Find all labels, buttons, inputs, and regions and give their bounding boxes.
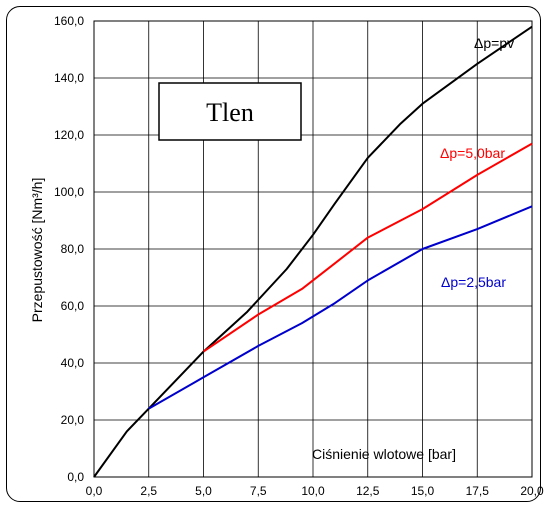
x-tick-label: 15,0 xyxy=(411,484,435,498)
y-tick-label: 40,0 xyxy=(61,356,85,370)
x-tick-label: 10,0 xyxy=(301,484,325,498)
x-tick-label: 12,5 xyxy=(356,484,380,498)
y-tick-label: 0,0 xyxy=(67,470,84,484)
series-line-2 xyxy=(148,205,533,410)
y-tick-label: 80,0 xyxy=(61,242,85,256)
title-box xyxy=(158,82,302,141)
y-tick-label: 20,0 xyxy=(61,413,85,427)
y-tick-label: 160,0 xyxy=(54,14,84,28)
y-axis-label: Przepustowość [Nm³/h] xyxy=(29,178,45,323)
annotation-5bar-label: Δp=5,0bar xyxy=(440,145,505,161)
x-tick-label: 2,5 xyxy=(140,484,157,498)
y-tick-label: 120,0 xyxy=(54,128,84,142)
x-tick-label: 20,0 xyxy=(520,484,544,498)
annotation-25bar: Δp=2,5bar xyxy=(441,274,506,290)
annotation-25bar-label: Δp=2,5bar xyxy=(441,274,506,290)
tick-labels: 0,0 20,0 40,0 60,0 80,0 100,0 120,0 140,0 160,0 0… xyxy=(54,14,544,498)
y-tick-label: 100,0 xyxy=(54,185,84,199)
annotation-pv-label: Δp=pv xyxy=(474,35,514,51)
x-axis-label: Ciśnienie wlotowe [bar] xyxy=(312,446,456,462)
y-tick-label: 60,0 xyxy=(61,299,85,313)
x-tick-label: 17,5 xyxy=(466,484,490,498)
series-lines xyxy=(93,25,533,478)
annotation-pv: Δp=pv xyxy=(474,35,514,51)
series-line-1 xyxy=(202,142,533,353)
x-tick-label: 0,0 xyxy=(86,484,103,498)
y-tick-label: 140,0 xyxy=(54,71,84,85)
x-tick-label: 5,0 xyxy=(195,484,212,498)
chart-title: Tlen xyxy=(206,98,254,127)
x-tick-label: 7,5 xyxy=(250,484,267,498)
annotation-5bar: Δp=5,0bar xyxy=(440,145,505,161)
